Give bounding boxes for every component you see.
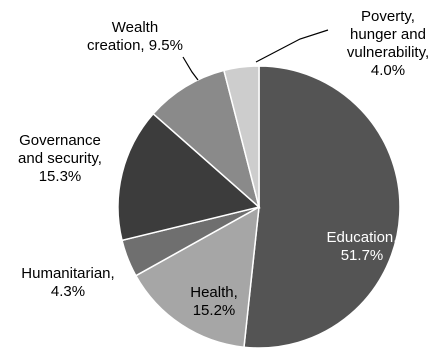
slice-labels: Education, 51.7% Health, 15.2% Humanitarian,… [18, 8, 429, 319]
leader-line-poverty-hunger-and-vulnerability [255, 29, 329, 63]
slice-label-line: Poverty, [361, 8, 415, 25]
pie-slice-education [243, 65, 401, 349]
pie-slices [117, 65, 401, 349]
slice-label-governance-and-security: Governance and security, 15.3% [18, 132, 102, 185]
slice-label-line: and security, [18, 150, 102, 167]
slice-label-line: 4.3% [51, 283, 85, 300]
slice-label-line: Health, [190, 284, 238, 301]
slice-label-humanitarian: Humanitarian, 4.3% [21, 265, 114, 300]
slice-label-line: Humanitarian, [21, 265, 114, 282]
slice-label-line: 15.2% [193, 302, 236, 319]
slice-label-line: 51.7% [341, 247, 384, 264]
leader-lines [182, 29, 329, 81]
pie-slice-health [134, 205, 260, 349]
slice-label-line: hunger and [350, 26, 426, 43]
slice-label-poverty-hunger-and-vulnerability: Poverty, hunger and vulnerability, 4.0% [347, 8, 429, 79]
slice-label-line: 15.3% [39, 168, 82, 185]
slice-label-line: 4.0% [371, 62, 405, 79]
slice-label-line: Wealth [112, 19, 158, 36]
slice-label-education: Education, 51.7% [327, 229, 398, 264]
pie-slice-poverty-hunger-and-vulnerability [223, 65, 260, 208]
pie-slice-governance-and-security [117, 112, 261, 242]
slice-label-line: Governance [19, 132, 101, 149]
slice-label-health: Health, 15.2% [190, 284, 238, 319]
leader-line-wealth-creation [182, 56, 199, 81]
slice-label-wealth-creation: Wealth creation, 9.5% [87, 19, 183, 54]
slice-label-line: vulnerability, [347, 44, 429, 61]
slice-label-line: creation, 9.5% [87, 37, 183, 54]
slice-label-line: Education, [327, 229, 398, 246]
